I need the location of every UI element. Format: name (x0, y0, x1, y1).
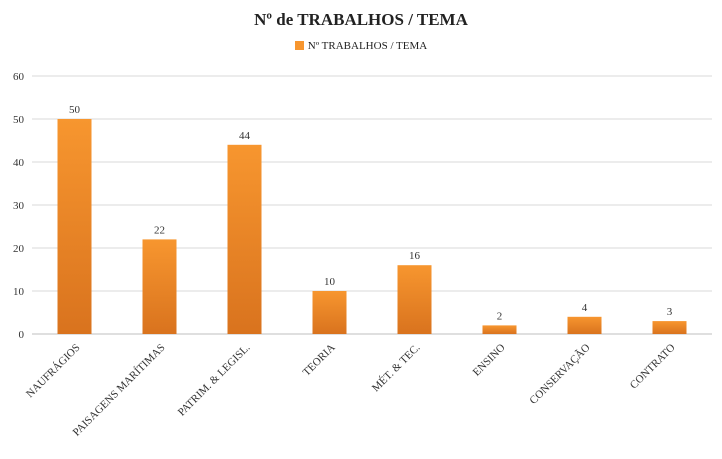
bar (652, 321, 687, 334)
bar (142, 239, 177, 334)
bar (397, 265, 432, 334)
gridlines (32, 75, 712, 335)
y-tick-label: 0 (19, 329, 25, 341)
x-tick-label: PATRIM. & LEGISL. (176, 341, 253, 418)
y-tick-label: 40 (13, 157, 25, 169)
data-labels: 50 22 44 10 16 2 4 3 (69, 104, 673, 322)
bar (567, 316, 602, 334)
y-tick-label: 60 (13, 71, 25, 83)
x-tick-label: CONSERVAÇÃO (527, 342, 592, 407)
x-tick-label: MÉT. & TEC. (370, 341, 423, 394)
data-label: 2 (497, 310, 503, 322)
data-label: 50 (69, 104, 81, 116)
y-tick-label: 10 (13, 286, 25, 298)
bars (57, 119, 687, 334)
x-tick-label: TEORIA (301, 342, 338, 379)
x-tick-label: ENSINO (471, 342, 508, 379)
y-tick-label: 30 (13, 200, 25, 212)
data-label: 3 (667, 306, 673, 318)
legend-label: Nº TRABALHOS / TEMA (307, 40, 428, 52)
x-tick-label: NAUFRÁGIOS (24, 342, 83, 401)
bar (482, 325, 517, 334)
legend: Nº TRABALHOS / TEMA (0, 40, 722, 52)
x-tick-label: CONTRATO (628, 342, 678, 392)
data-label: 16 (409, 250, 421, 262)
data-label: 10 (324, 276, 336, 288)
chart-title: Nº de TRABALHOS / TEMA (254, 10, 468, 29)
data-label: 22 (154, 224, 165, 236)
y-axis-ticks: 0 10 20 30 40 50 60 (13, 71, 25, 341)
data-label: 4 (582, 302, 588, 314)
x-tick-label: PAISAGENS MARÍTIMAS (71, 342, 168, 439)
bar (227, 144, 262, 334)
data-label: 44 (239, 130, 251, 142)
y-tick-label: 20 (13, 243, 25, 255)
y-tick-label: 50 (13, 114, 25, 126)
bar (312, 291, 347, 334)
legend-swatch (294, 41, 304, 50)
bar (57, 119, 92, 334)
